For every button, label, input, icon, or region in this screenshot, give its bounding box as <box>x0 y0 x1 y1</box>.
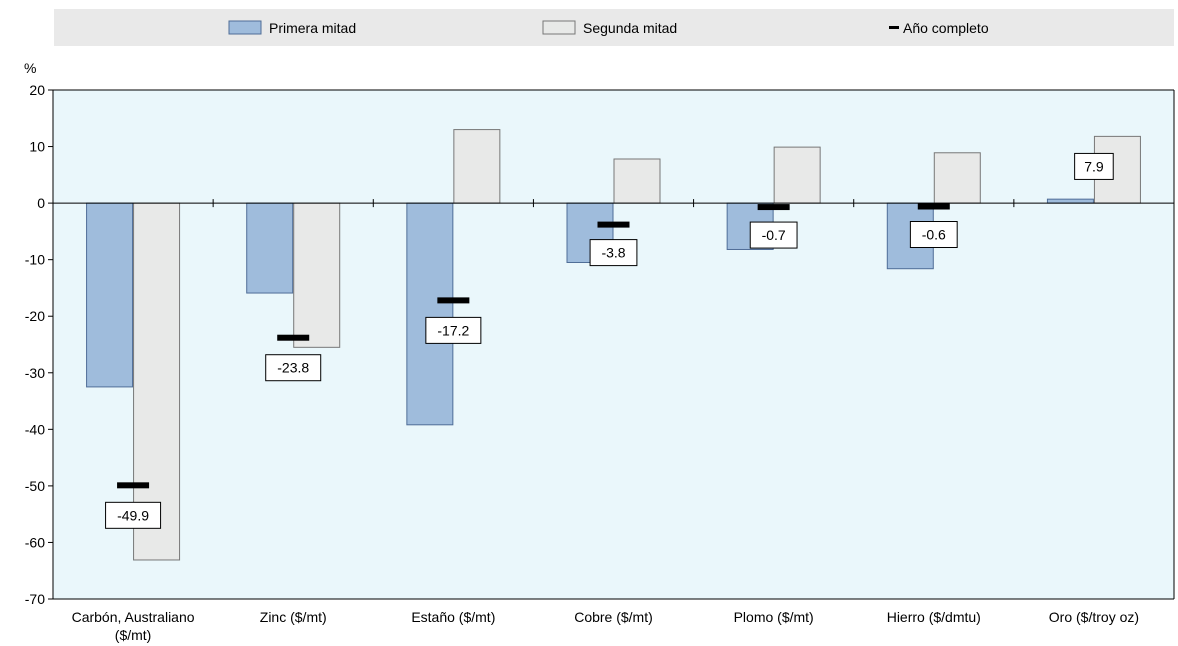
full-year-label: -0.6 <box>922 227 946 243</box>
full-year-label: -23.8 <box>277 360 309 376</box>
y-tick-label: -20 <box>25 308 45 324</box>
y-tick-label: -30 <box>25 365 45 381</box>
y-tick-label: -50 <box>25 478 45 494</box>
category-label: ($/mt) <box>115 627 152 643</box>
bar-segunda-mitad <box>933 152 981 204</box>
bar-segunda-mitad <box>613 158 661 204</box>
category-label: Plomo ($/mt) <box>734 609 814 625</box>
full-year-label-box <box>105 501 162 529</box>
bars <box>86 129 1141 561</box>
full-year-marker <box>277 334 310 341</box>
y-tick-label: 10 <box>29 139 45 155</box>
category-label: Carbón, Australiano <box>72 609 195 625</box>
full-year-label: -49.9 <box>117 507 149 523</box>
bar-segunda-mitad <box>773 146 821 204</box>
bar-primera-mitad <box>1046 198 1094 204</box>
bar-primera-mitad <box>86 202 134 388</box>
full-year-marker <box>117 482 150 489</box>
bar-segunda-mitad <box>453 129 501 204</box>
legend-swatch <box>889 26 899 29</box>
y-tick-label: 20 <box>29 82 45 98</box>
full-year-markers: -49.9 -23.8 -17.2 -3.8 -0.7 -0.6 7.9 <box>105 152 1114 529</box>
y-tick-label: -70 <box>25 591 45 607</box>
legend: Primera mitad Segunda mitad Año completo <box>228 20 989 36</box>
full-year-label-box <box>1074 152 1114 180</box>
legend-swatch <box>228 20 262 35</box>
y-tick-label: 0 <box>37 195 45 211</box>
legend-label: Segunda mitad <box>583 20 677 36</box>
bar-primera-mitad <box>406 202 454 426</box>
category-label: Hierro ($/dmtu) <box>887 609 981 625</box>
y-axis: 20 10 0 -10 -20 -30 -40 -50 -60 -70 <box>25 82 54 607</box>
full-year-label-box <box>425 316 482 344</box>
y-tick-label: -60 <box>25 534 45 550</box>
full-year-marker <box>917 203 950 210</box>
legend-label: Primera mitad <box>269 20 356 36</box>
y-tick-label: -10 <box>25 252 45 268</box>
bar-primera-mitad <box>246 202 294 294</box>
full-year-label: -3.8 <box>601 245 625 261</box>
full-year-marker <box>597 221 630 228</box>
full-year-marker <box>437 297 470 304</box>
category-label: Zinc ($/mt) <box>260 609 327 625</box>
full-year-label: -17.2 <box>437 322 469 338</box>
y-axis-unit: % <box>24 60 36 76</box>
legend-label: Año completo <box>903 20 989 36</box>
full-year-marker <box>757 204 790 211</box>
full-year-label-box <box>909 221 958 249</box>
category-label: Oro ($/troy oz) <box>1049 609 1139 625</box>
category-label: Estaño ($/mt) <box>411 609 495 625</box>
y-tick-label: -40 <box>25 421 45 437</box>
full-year-label-box <box>749 221 798 249</box>
full-year-label-box <box>589 239 638 267</box>
full-year-label-box <box>265 354 322 382</box>
x-axis: Carbón, Australiano ($/mt) Zinc ($/mt) Esta… <box>53 89 1175 643</box>
category-label: Cobre ($/mt) <box>574 609 653 625</box>
legend-swatch <box>542 20 576 35</box>
bar-segunda-mitad <box>293 202 341 348</box>
full-year-label: -0.7 <box>762 227 786 243</box>
full-year-label: 7.9 <box>1084 158 1104 174</box>
